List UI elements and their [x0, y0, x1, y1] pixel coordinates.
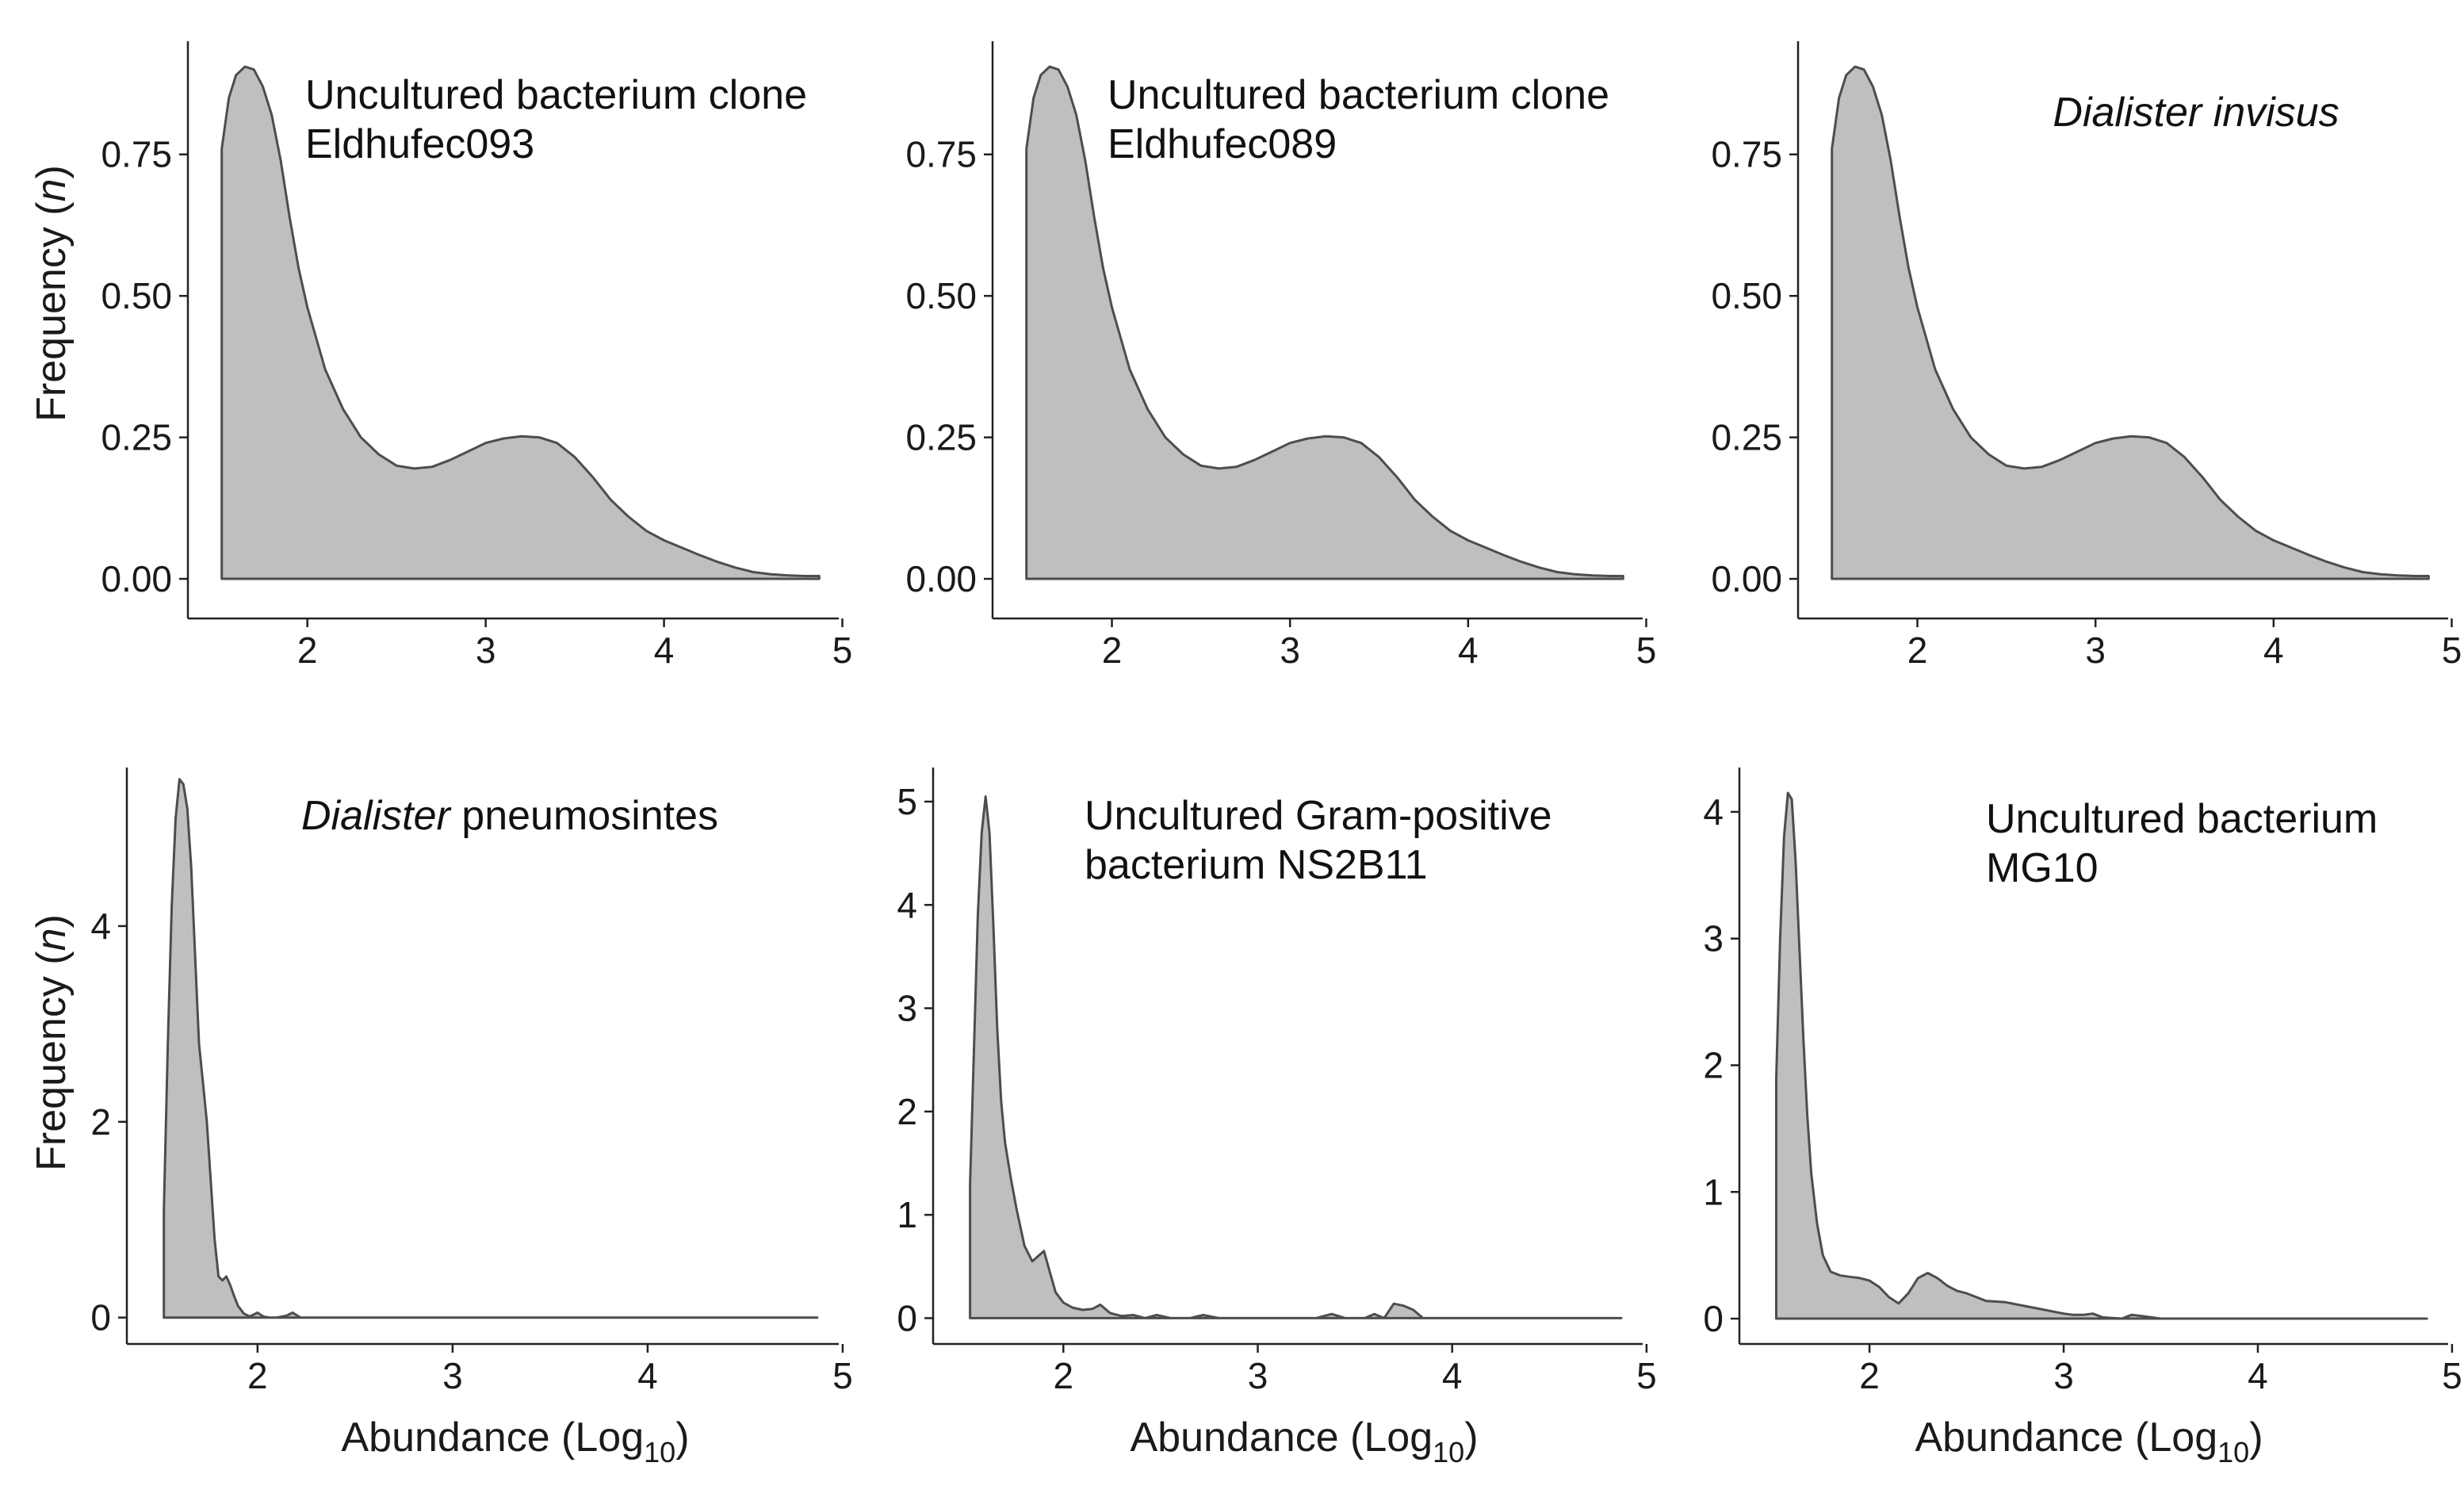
y-tick-label: 1	[1703, 1171, 1724, 1212]
panel-title-line: Eldhufec089	[1108, 121, 1337, 167]
y-tick-label: 0.75	[101, 134, 172, 175]
x-tick-label: 4	[1442, 1355, 1463, 1396]
density-area	[220, 65, 821, 580]
y-tick-label: 0.75	[905, 134, 977, 175]
x-tick-label: 3	[1248, 1355, 1268, 1396]
y-tick-label: 3	[897, 988, 917, 1029]
y-tick-label: 2	[1703, 1044, 1724, 1085]
panel-2: 0.00 0.25 0.50 0.75 2 3 4 5 Uncultured bacterium…	[905, 41, 1656, 671]
density-area	[1025, 65, 1624, 580]
y-tick-label: 2	[897, 1091, 917, 1132]
panel-title-line: bacterium NS2B11	[1085, 842, 1428, 888]
density-area	[163, 778, 819, 1319]
x-tick-label: 3	[2053, 1355, 2074, 1396]
x-tick-label: 2	[1053, 1355, 1073, 1396]
y-tick-label: 0.00	[101, 558, 172, 599]
y-tick-label: 0.00	[1711, 558, 1782, 599]
x-tick-label: 5	[1636, 1355, 1657, 1396]
x-tick-label: 4	[654, 630, 675, 671]
y-tick-label: 0.50	[1711, 275, 1782, 316]
x-tick-label: 3	[442, 1355, 463, 1396]
y-tick-label: 0	[90, 1297, 111, 1338]
x-tick-label: 2	[1859, 1355, 1880, 1396]
y-axis-title-bottom: Frequency (n)	[29, 914, 75, 1171]
panels-group: 0.00 0.25 0.50 0.75 2 3 4 5 Uncultured bacterium…	[90, 41, 2462, 1396]
y-axis-title-top: Frequency (n)	[29, 165, 75, 422]
y-tick-label: 0	[897, 1297, 917, 1338]
x-tick-label: 5	[2442, 630, 2462, 671]
x-axis-title-left: Abundance (Log10)	[341, 1415, 689, 1468]
x-tick-label: 3	[2085, 630, 2106, 671]
y-tick-label: 0.25	[905, 417, 977, 458]
panel-title-line: MG10	[1986, 845, 2099, 891]
y-tick-label: 0.00	[905, 558, 977, 599]
y-tick-label: 2	[90, 1101, 111, 1143]
x-tick-label: 2	[1102, 630, 1123, 671]
panel-title-line: Uncultured Gram-positive	[1085, 793, 1552, 839]
x-tick-label: 2	[247, 1355, 268, 1396]
y-tick-label: 0.50	[101, 275, 172, 316]
x-axis-title-middle: Abundance (Log10)	[1130, 1415, 1478, 1468]
x-tick-label: 2	[297, 630, 318, 671]
y-tick-label: 3	[1703, 918, 1724, 959]
y-tick-label: 5	[897, 781, 917, 822]
x-tick-label: 3	[1280, 630, 1300, 671]
panel-title-line: Uncultured bacterium clone	[305, 72, 807, 118]
x-tick-label: 4	[2263, 630, 2284, 671]
x-tick-label: 5	[832, 1355, 853, 1396]
density-area	[1831, 65, 2430, 580]
panel-title-line: Uncultured bacterium clone	[1108, 72, 1609, 118]
x-axis-title-right: Abundance (Log10)	[1915, 1415, 2263, 1468]
y-tick-label: 1	[897, 1194, 917, 1235]
panel-3: 0.00 0.25 0.50 0.75 2 3 4 5 Dialister invisus	[1711, 41, 2462, 671]
panel-title-line: Dialister pneumosintes	[301, 793, 718, 839]
y-tick-label: 0	[1703, 1298, 1724, 1339]
y-tick-label: 0.75	[1711, 134, 1782, 175]
x-tick-label: 3	[476, 630, 496, 671]
x-tick-label: 5	[1636, 630, 1657, 671]
y-tick-label: 0.50	[905, 275, 977, 316]
y-tick-label: 4	[90, 905, 111, 947]
y-tick-label: 0.25	[1711, 417, 1782, 458]
density-area	[969, 795, 1623, 1319]
panel-5: 0 1 2 3 4 5 2 3 4 5 Uncultured Gram-positivebacter…	[897, 768, 1657, 1396]
y-tick-label: 0.25	[101, 417, 172, 458]
x-tick-label: 4	[1458, 630, 1479, 671]
x-tick-label: 4	[2248, 1355, 2268, 1396]
panel-4: 0 2 4 2 3 4 5 Dialister pneumosintes	[90, 768, 853, 1396]
x-tick-label: 5	[2442, 1355, 2462, 1396]
density-area	[1775, 791, 2428, 1320]
y-tick-label: 4	[1703, 791, 1724, 833]
y-tick-label: 4	[897, 884, 917, 925]
panel-title-line: Uncultured bacterium	[1986, 796, 2378, 842]
panel-1: 0.00 0.25 0.50 0.75 2 3 4 5 Uncultured bacterium…	[101, 41, 852, 671]
x-tick-label: 5	[832, 630, 853, 671]
panel-title-line: Eldhufec093	[305, 121, 534, 167]
panel-title-line: Dialister invisus	[2053, 90, 2339, 136]
x-tick-label: 2	[1907, 630, 1928, 671]
x-tick-label: 4	[637, 1355, 658, 1396]
